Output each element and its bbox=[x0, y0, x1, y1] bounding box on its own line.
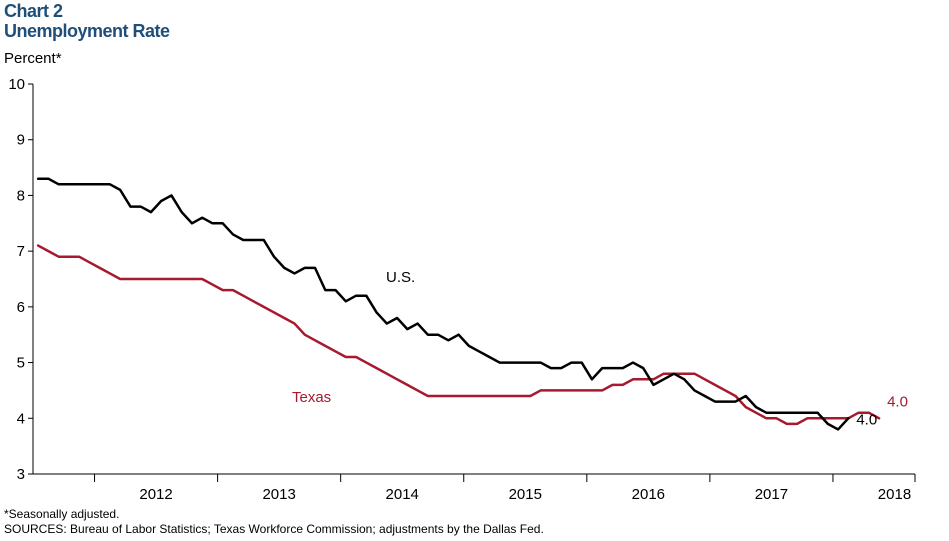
series-lines bbox=[36, 177, 881, 431]
x-tick-label: 2012 bbox=[139, 486, 172, 500]
y-tick-label: 7 bbox=[17, 243, 25, 260]
y-tick-label: 10 bbox=[8, 76, 25, 93]
series-labels: U.S. 4.0 Texas 4.0 bbox=[292, 269, 908, 428]
y-tick-label: 8 bbox=[17, 187, 25, 204]
y-axis-label: Percent* bbox=[4, 50, 62, 67]
line-chart: 3 4 5 6 7 8 9 10 2012 2013 2014 2015 2016 2017 2018 U… bbox=[8, 76, 916, 500]
x-tick-label: 2014 bbox=[386, 486, 419, 500]
chart-title: Unemployment Rate bbox=[4, 21, 170, 41]
chart-number: Chart 2 bbox=[4, 1, 63, 21]
y-tick-label: 5 bbox=[17, 355, 25, 372]
y-tick-label: 4 bbox=[17, 410, 25, 427]
series-name-us: U.S. bbox=[386, 269, 415, 286]
footnote: *Seasonally adjusted. bbox=[4, 507, 120, 521]
sources-note: SOURCES: Bureau of Labor Statistics; Tex… bbox=[4, 522, 544, 536]
series-line-us bbox=[36, 177, 850, 431]
x-ticks: 2012 2013 2014 2015 2016 2017 2018 bbox=[94, 474, 916, 500]
y-tick-label: 3 bbox=[17, 466, 25, 483]
series-name-texas: Texas bbox=[292, 389, 331, 406]
axes bbox=[32, 84, 915, 475]
y-tick-label: 9 bbox=[17, 132, 25, 149]
end-value-us: 4.0 bbox=[856, 411, 877, 428]
x-tick-label: 2013 bbox=[262, 486, 295, 500]
y-ticks: 3 4 5 6 7 8 9 10 bbox=[8, 76, 33, 483]
end-value-texas: 4.0 bbox=[887, 393, 908, 410]
x-tick-label: 2017 bbox=[755, 486, 788, 500]
y-tick-label: 6 bbox=[17, 299, 25, 316]
x-tick-label: 2015 bbox=[509, 486, 542, 500]
x-tick-label: 2018 bbox=[878, 486, 911, 500]
x-tick-label: 2016 bbox=[632, 486, 665, 500]
